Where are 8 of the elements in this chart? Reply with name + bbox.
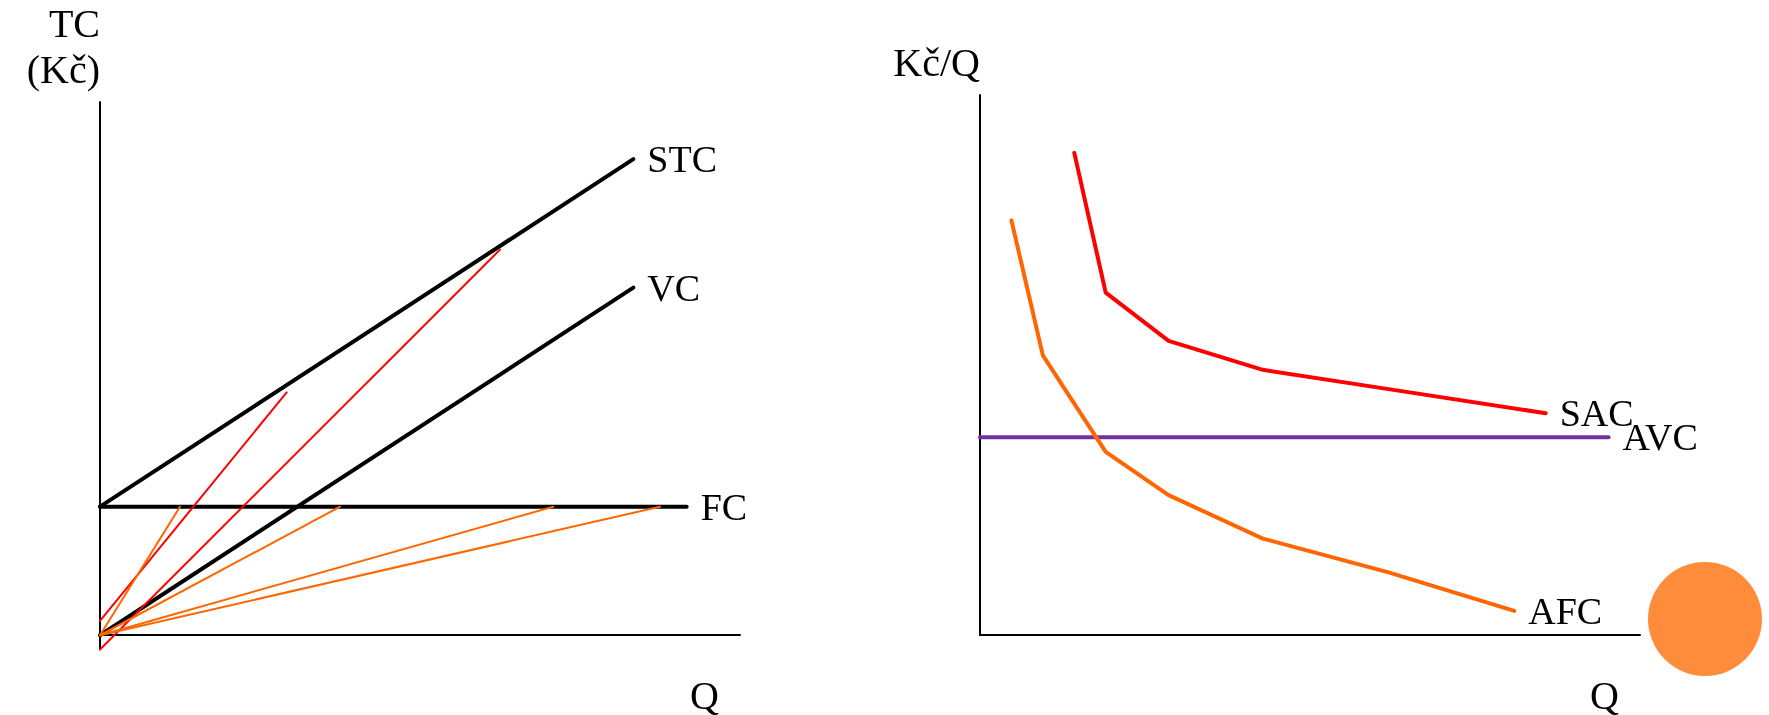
y-axis-title: Kč/Q bbox=[893, 39, 981, 85]
series-label: VC bbox=[647, 266, 701, 309]
series-label: FC bbox=[700, 485, 748, 528]
y-axis-title: TC (Kč) bbox=[26, 0, 100, 92]
x-axis-title: Q bbox=[690, 672, 719, 715]
series-label: AFC bbox=[1528, 589, 1603, 632]
x-axis-title: Q bbox=[1590, 672, 1619, 715]
series-label: STC bbox=[647, 138, 718, 181]
